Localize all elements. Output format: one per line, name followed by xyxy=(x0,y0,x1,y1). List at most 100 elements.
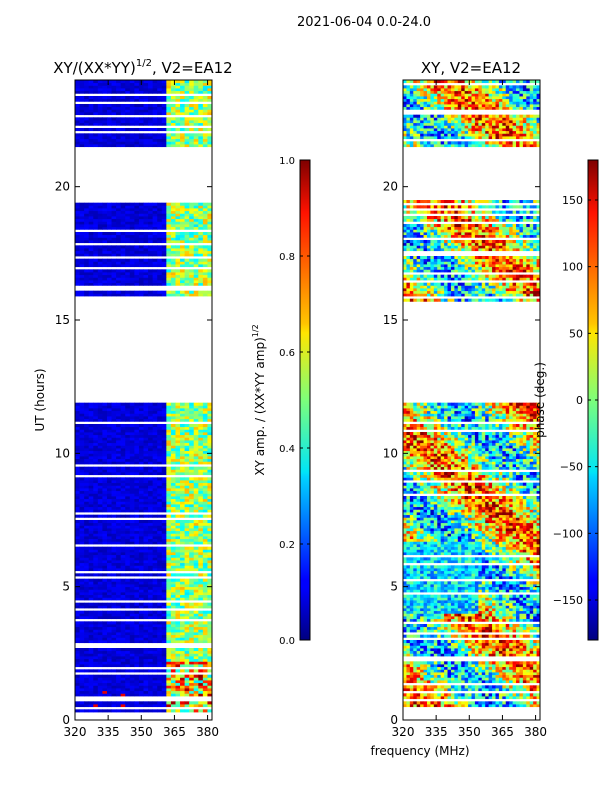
heatmap-cell xyxy=(170,112,176,116)
heatmap-cell xyxy=(474,669,479,673)
heatmap-cell xyxy=(166,621,172,625)
heatmap-cell xyxy=(189,578,195,582)
heatmap-cell xyxy=(193,658,199,662)
heatmap-cell xyxy=(116,224,122,228)
heatmap-cell xyxy=(420,696,424,700)
heatmap-cell xyxy=(157,616,163,620)
heatmap-cell xyxy=(111,493,117,497)
heatmap-cell xyxy=(138,250,144,254)
heatmap-cell xyxy=(111,96,117,100)
heatmap-cell xyxy=(175,536,181,540)
heatmap-cell xyxy=(97,237,103,241)
heatmap-cell xyxy=(157,656,163,660)
heatmap-cell xyxy=(97,701,103,705)
heatmap-cell xyxy=(409,704,414,708)
heatmap-cell xyxy=(461,669,466,673)
heatmap-cell xyxy=(84,664,90,668)
heatmap-cell xyxy=(519,685,524,689)
heatmap-cell xyxy=(129,253,135,257)
heatmap-cell xyxy=(481,677,486,681)
heatmap-cell xyxy=(170,96,176,100)
heatmap-cell xyxy=(170,293,176,297)
heatmap-cell xyxy=(79,469,85,473)
heatmap-cell xyxy=(189,632,195,636)
heatmap-cell xyxy=(138,656,144,660)
heatmap-cell xyxy=(148,410,154,414)
heatmap-cell xyxy=(170,258,176,262)
heatmap-cell xyxy=(125,218,131,222)
heatmap-cell xyxy=(180,282,185,286)
heatmap-cell xyxy=(134,472,140,476)
heatmap-cell xyxy=(129,250,135,254)
heatmap-cell xyxy=(106,258,112,262)
heatmap-cell xyxy=(111,269,117,273)
heatmap-cell xyxy=(106,536,112,540)
heatmap-cell xyxy=(138,221,144,225)
heatmap-cell xyxy=(138,98,144,102)
heatmap-cell xyxy=(184,226,190,230)
heatmap-cell xyxy=(148,594,154,598)
heatmap-cell xyxy=(202,274,208,278)
heatmap-cell xyxy=(75,434,80,438)
heatmap-cell xyxy=(437,693,442,697)
heatmap-cell xyxy=(93,122,99,126)
heatmap-cell xyxy=(93,504,99,508)
heatmap-cell xyxy=(189,416,195,420)
heatmap-cell xyxy=(157,122,163,126)
heatmap-cell xyxy=(189,106,195,110)
heatmap-cell xyxy=(202,208,208,212)
heatmap-cell xyxy=(161,640,167,644)
heatmap-cell xyxy=(88,250,94,254)
heatmap-cell xyxy=(157,408,163,412)
heatmap-cell xyxy=(202,136,208,140)
heatmap-cell xyxy=(111,528,117,532)
heatmap-cell xyxy=(116,82,122,86)
heatmap-cell xyxy=(175,280,181,284)
heatmap-cell xyxy=(498,677,503,681)
heatmap-cell xyxy=(505,688,510,692)
heatmap-cell xyxy=(202,704,208,708)
heatmap-cell xyxy=(134,82,140,86)
heatmap-cell xyxy=(180,205,185,209)
heatmap-cell xyxy=(88,90,94,94)
heatmap-cell xyxy=(125,640,131,644)
heatmap-cell xyxy=(129,490,135,494)
heatmap-cell xyxy=(88,450,94,454)
heatmap-cell xyxy=(129,602,135,606)
heatmap-cell xyxy=(198,632,204,636)
heatmap-cell xyxy=(106,568,112,572)
heatmap-cell xyxy=(184,522,190,526)
heatmap-cell xyxy=(102,549,108,553)
heatmap-cell xyxy=(143,549,149,553)
heatmap-cell xyxy=(79,688,85,692)
heatmap-cell xyxy=(129,133,135,137)
heatmap-cell xyxy=(143,413,149,417)
heatmap-cell xyxy=(509,704,513,708)
heatmap-cell xyxy=(519,677,524,681)
heatmap-cell xyxy=(180,88,185,92)
heatmap-cell xyxy=(474,701,479,705)
heatmap-cell xyxy=(202,530,208,534)
heatmap-cell xyxy=(102,117,108,121)
heatmap-cell xyxy=(175,586,181,590)
heatmap-cell xyxy=(202,418,208,422)
heatmap-cell xyxy=(512,677,517,681)
heatmap-cell xyxy=(166,426,172,430)
heatmap-cell xyxy=(111,453,117,457)
heatmap-cell xyxy=(116,133,122,137)
heatmap-cell xyxy=(102,626,108,630)
heatmap-cell xyxy=(134,520,140,524)
heatmap-cell xyxy=(111,653,117,657)
heatmap-cell xyxy=(193,578,199,582)
heatmap-cell xyxy=(125,557,131,561)
heatmap-cell xyxy=(134,424,140,428)
heatmap-cell xyxy=(202,445,208,449)
heatmap-cell xyxy=(129,488,135,492)
heatmap-cell xyxy=(461,677,466,681)
heatmap-cell xyxy=(193,210,199,214)
heatmap-cell xyxy=(161,490,167,494)
amplitude-colorbar-label-sup: 1/2 xyxy=(251,324,260,337)
heatmap-cell xyxy=(471,680,476,684)
heatmap-cell xyxy=(75,429,80,433)
heatmap-cell xyxy=(93,549,99,553)
